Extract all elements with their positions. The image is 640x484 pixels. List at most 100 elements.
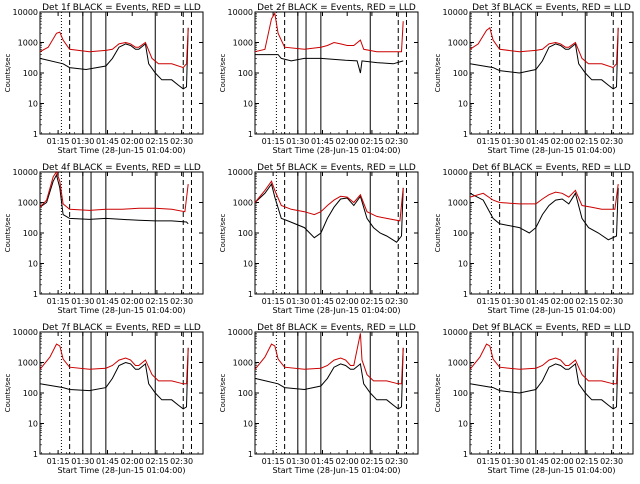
y-tick-label: 10 <box>28 100 38 109</box>
y-axis-label: Counts/sec <box>434 214 442 253</box>
y-tick-label: 10 <box>458 260 468 269</box>
x-tick-label: 01:45 <box>96 137 119 146</box>
x-tick-label: 02:00 <box>121 297 144 306</box>
y-tick-label: 1 <box>463 450 468 459</box>
y-tick-label: 100 <box>453 69 468 78</box>
y-tick-label: 1000 <box>233 199 253 208</box>
x-tick-label: 02:00 <box>336 137 359 146</box>
panel-title: Det 3f BLACK = Events, RED = LLD <box>472 3 631 13</box>
x-tick-label: 01:45 <box>526 137 549 146</box>
panel-1: Det 1f BLACK = Events, RED = LLD 1 10 100 10… <box>4 3 204 155</box>
lld-series-line <box>254 180 404 222</box>
x-tick-label: 02:30 <box>170 137 193 146</box>
x-tick-label: 02:15 <box>575 297 598 306</box>
x-tick-label: 01:15 <box>262 457 285 466</box>
x-tick-label: 02:15 <box>575 457 598 466</box>
y-tick-label: 1000 <box>18 199 38 208</box>
lld-series-line <box>469 27 619 69</box>
lld-series-line <box>39 343 189 385</box>
lld-series-line <box>469 184 619 210</box>
y-axis-label: Counts/sec <box>4 374 12 413</box>
plot-frame <box>39 171 204 295</box>
y-axis-label: Counts/sec <box>434 374 442 413</box>
lld-series-line <box>469 343 619 385</box>
y-axis-label: Counts/sec <box>219 374 227 413</box>
y-axis-label: Counts/sec <box>434 54 442 93</box>
x-tick-label: 02:00 <box>121 457 144 466</box>
y-tick-label: 100 <box>23 229 38 238</box>
x-axis-label: Start Time (28-Jun-15 01:04:00) <box>273 306 401 315</box>
x-tick-label: 02:15 <box>145 457 168 466</box>
events-series-line <box>39 173 189 225</box>
lld-series-line <box>254 11 404 53</box>
events-series-line <box>254 347 404 410</box>
plot-frame <box>39 331 204 455</box>
y-tick-label: 10000 <box>443 8 468 17</box>
y-tick-label: 10000 <box>228 168 253 177</box>
y-tick-label: 1 <box>463 130 468 139</box>
panel-8: Det 8f BLACK = Events, RED = LLD 1 10 100 10… <box>219 323 419 475</box>
y-tick-label: 1 <box>248 290 253 299</box>
y-tick-label: 10 <box>458 420 468 429</box>
events-series-line <box>469 27 619 90</box>
x-axis-label: Start Time (28-Jun-15 01:04:00) <box>58 306 186 315</box>
plot-frame <box>469 11 634 135</box>
panel-title: Det 4f BLACK = Events, RED = LLD <box>42 163 201 173</box>
x-axis-label: Start Time (28-Jun-15 01:04:00) <box>273 146 401 155</box>
y-tick-label: 1000 <box>448 39 468 48</box>
x-tick-label: 01:15 <box>47 457 70 466</box>
y-tick-label: 100 <box>238 389 253 398</box>
x-tick-label: 02:30 <box>170 457 193 466</box>
x-axis-label: Start Time (28-Jun-15 01:04:00) <box>58 466 186 475</box>
panel-title: Det 2f BLACK = Events, RED = LLD <box>257 3 416 13</box>
y-tick-label: 10000 <box>443 168 468 177</box>
panel-6: Det 6f BLACK = Events, RED = LLD 1 10 100 10… <box>434 163 634 315</box>
x-tick-label: 01:15 <box>477 137 500 146</box>
y-tick-label: 1000 <box>448 199 468 208</box>
x-tick-label: 02:30 <box>600 457 623 466</box>
panel-title: Det 5f BLACK = Events, RED = LLD <box>257 163 416 173</box>
y-tick-label: 1 <box>33 130 38 139</box>
y-tick-label: 10 <box>243 100 253 109</box>
x-tick-label: 01:45 <box>311 457 334 466</box>
y-tick-label: 10000 <box>13 328 38 337</box>
x-tick-label: 01:15 <box>262 297 285 306</box>
y-tick-label: 100 <box>23 389 38 398</box>
y-tick-label: 100 <box>23 69 38 78</box>
y-tick-label: 1 <box>33 450 38 459</box>
x-tick-label: 02:00 <box>121 137 144 146</box>
x-tick-label: 01:45 <box>526 457 549 466</box>
y-tick-label: 100 <box>238 229 253 238</box>
plot-frame <box>254 331 419 455</box>
x-tick-label: 02:15 <box>145 297 168 306</box>
y-tick-label: 10 <box>243 260 253 269</box>
y-tick-label: 10000 <box>13 8 38 17</box>
x-tick-label: 02:00 <box>551 297 574 306</box>
y-tick-label: 10000 <box>228 8 253 17</box>
events-series-line <box>39 27 189 90</box>
lld-series-line <box>254 333 404 385</box>
panel-title: Det 6f BLACK = Events, RED = LLD <box>472 163 631 173</box>
x-tick-label: 01:30 <box>501 457 524 466</box>
x-tick-label: 02:00 <box>551 457 574 466</box>
x-tick-label: 01:30 <box>71 137 94 146</box>
x-tick-label: 02:15 <box>145 137 168 146</box>
y-tick-label: 100 <box>453 229 468 238</box>
x-tick-label: 02:15 <box>360 457 383 466</box>
x-tick-label: 02:15 <box>575 137 598 146</box>
x-tick-label: 01:45 <box>96 457 119 466</box>
events-series-line <box>469 187 619 241</box>
panel-2: Det 2f BLACK = Events, RED = LLD 1 10 100 10… <box>219 3 419 155</box>
y-tick-label: 10000 <box>443 328 468 337</box>
x-tick-label: 02:15 <box>360 297 383 306</box>
x-axis-label: Start Time (28-Jun-15 01:04:00) <box>273 466 401 475</box>
y-axis-label: Counts/sec <box>4 54 12 93</box>
x-tick-label: 01:30 <box>286 137 309 146</box>
y-axis-label: Counts/sec <box>4 214 12 253</box>
x-tick-label: 02:15 <box>360 137 383 146</box>
x-tick-label: 01:45 <box>526 297 549 306</box>
plot-frame <box>39 11 204 135</box>
plot-frame <box>254 171 419 295</box>
y-tick-label: 1000 <box>233 39 253 48</box>
x-tick-label: 02:30 <box>600 137 623 146</box>
